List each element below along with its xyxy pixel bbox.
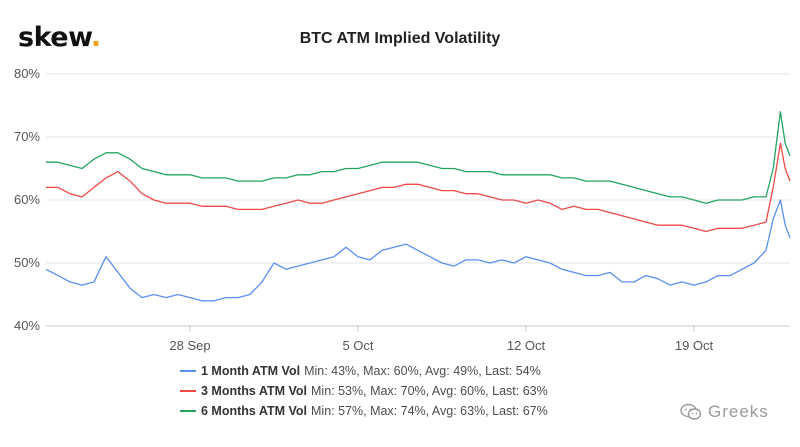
- y-tick-labels: 40% 50% 60% 70% 80%: [14, 66, 40, 333]
- legend-swatch-6m: [180, 410, 196, 412]
- axes: [46, 325, 790, 332]
- y-tick-label: 40%: [14, 318, 40, 333]
- x-tick-label: 5 Oct: [342, 338, 373, 353]
- x-tick-labels: 28 Sep 5 Oct 12 Oct 19 Oct: [169, 338, 713, 353]
- series-lines: [45, 111, 791, 302]
- legend-series-stats: Min: 53%, Max: 70%, Avg: 60%, Last: 63%: [311, 384, 548, 398]
- legend-series-stats: Min: 43%, Max: 60%, Avg: 49%, Last: 54%: [304, 364, 541, 378]
- logo-dot: .: [90, 22, 101, 53]
- legend-item[interactable]: 3 Months ATM Vol Min: 53%, Max: 70%, Avg…: [180, 381, 548, 401]
- wechat-icon: [680, 403, 702, 420]
- skew-logo: skew.: [18, 24, 101, 51]
- legend-swatch-3m: [180, 390, 196, 392]
- legend-swatch-1m: [180, 370, 196, 372]
- legend-series-stats: Min: 57%, Max: 74%, Avg: 63%, Last: 67%: [311, 404, 548, 418]
- logo-text: skew: [18, 22, 91, 53]
- watermark: Greeks: [680, 402, 769, 422]
- y-tick-label: 60%: [14, 192, 40, 207]
- y-tick-label: 80%: [14, 66, 40, 81]
- series-line: [46, 111, 791, 204]
- x-tick-label: 28 Sep: [169, 338, 210, 353]
- legend-series-name: 3 Months ATM Vol: [201, 384, 308, 398]
- legend-item[interactable]: 1 Month ATM Vol Min: 43%, Max: 60%, Avg:…: [180, 361, 548, 381]
- chart-legend: 1 Month ATM Vol Min: 43%, Max: 60%, Avg:…: [180, 361, 548, 421]
- series-line: [46, 142, 791, 233]
- x-tick-label: 19 Oct: [675, 338, 714, 353]
- legend-series-name: 1 Month ATM Vol: [201, 364, 301, 378]
- chart-title: BTC ATM Implied Volatility: [299, 30, 501, 47]
- grid-lines: [46, 73, 790, 264]
- y-tick-label: 70%: [14, 129, 40, 144]
- legend-item[interactable]: 6 Months ATM Vol Min: 57%, Max: 74%, Avg…: [180, 401, 548, 421]
- x-tick-label: 12 Oct: [507, 338, 546, 353]
- legend-series-name: 6 Months ATM Vol: [201, 404, 308, 418]
- watermark-text: Greeks: [708, 402, 769, 421]
- y-tick-label: 50%: [14, 255, 40, 270]
- series-line: [45, 199, 791, 302]
